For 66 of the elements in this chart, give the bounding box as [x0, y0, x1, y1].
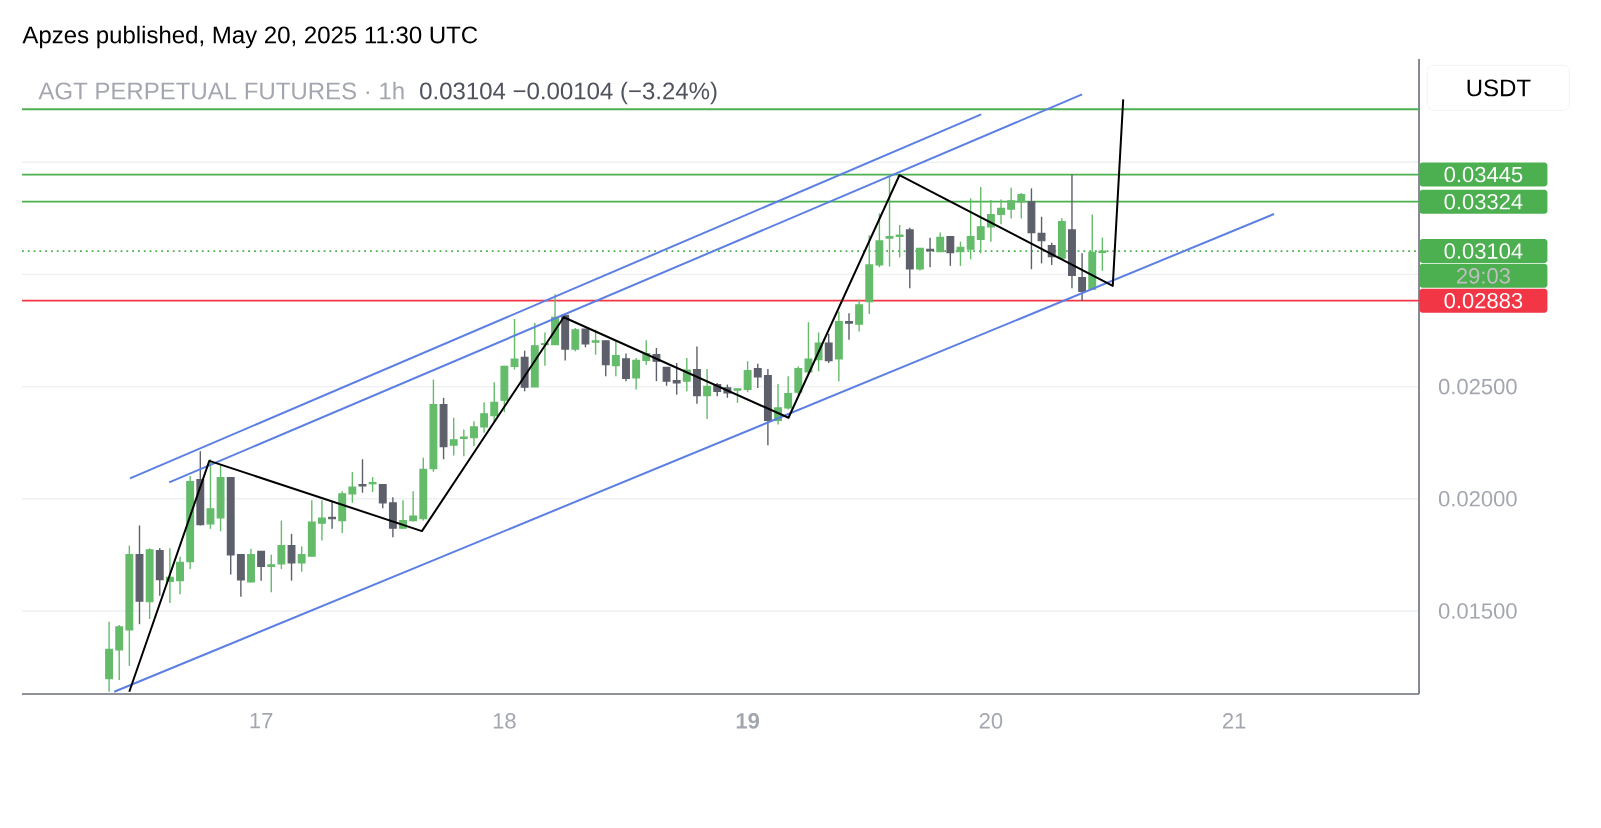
candlestick: [317, 499, 326, 542]
candlestick: [662, 366, 671, 387]
candlestick: [936, 231, 945, 253]
candlestick: [915, 247, 924, 272]
candlestick: [378, 483, 387, 509]
candlestick: [176, 555, 184, 595]
candlestick: [1007, 187, 1016, 220]
text: 0.03104 −0.00104 (−3.24%): [420, 81, 717, 105]
y-tick-label: 0.02000: [1438, 491, 1517, 507]
candlestick: [672, 362, 681, 396]
candlestick: [409, 490, 418, 523]
candlestick: [257, 550, 266, 582]
candlestick: [956, 240, 965, 267]
candlestick: [449, 417, 458, 457]
candlestick: [784, 375, 793, 411]
x-tick-label: 19: [736, 713, 760, 729]
candlestick: [997, 198, 1005, 225]
text: Apzes published, May 20, 2025 11:30 UTC: [22, 25, 478, 49]
candlestick: [895, 224, 904, 259]
candlestick: [611, 340, 620, 377]
candlestick: [855, 299, 864, 333]
candlestick: [632, 357, 641, 391]
candlestick: [976, 186, 985, 254]
candlestick: [804, 321, 813, 374]
x-tick-label: 21: [1223, 713, 1246, 729]
candlestick: [267, 554, 276, 594]
candlestick: [206, 458, 215, 530]
candlestick: [571, 327, 580, 353]
candlestick: [966, 197, 975, 261]
y-axis-title: USDT: [1467, 79, 1531, 97]
candlestick: [1017, 192, 1026, 220]
candlestick: [480, 401, 489, 434]
candlestick: [845, 312, 853, 341]
ref-line-label: 0.02883: [1444, 292, 1523, 309]
candlestick: [946, 235, 955, 267]
candlestick: [510, 318, 519, 371]
candlestick: [1098, 236, 1107, 272]
y-tick-label: 0.01500: [1438, 603, 1517, 619]
candlestick: [601, 340, 610, 377]
candlestick: [115, 624, 124, 681]
y-tick-label: 0.02500: [1438, 378, 1517, 395]
text: 29:03: [1456, 268, 1510, 284]
x-tick-label: 18: [493, 713, 516, 729]
ref-line-label: 0.03104: [1444, 243, 1523, 259]
candlestick: [1078, 252, 1087, 302]
candlestick: [824, 333, 833, 364]
candlestick: [358, 458, 367, 494]
ref-line-label: 0.03324: [1444, 193, 1523, 210]
candlestick: [1037, 216, 1046, 265]
text: AGT PERPETUAL FUTURES · 1h: [38, 81, 404, 100]
candlestick: [753, 363, 762, 389]
candlestick: [794, 365, 803, 396]
candlestick: [743, 360, 752, 393]
candlestick: [703, 368, 712, 420]
candlestick: [459, 428, 468, 457]
candlestick: [297, 545, 306, 573]
candlestick: [348, 471, 357, 504]
x-tick-label: 20: [979, 713, 1003, 729]
ref-line-label: 0.03445: [1444, 166, 1523, 183]
candlestick: [277, 519, 286, 570]
candlestick: [622, 352, 630, 382]
candlestick: [885, 175, 894, 268]
x-tick-label: 17: [250, 713, 273, 729]
candlestick: [470, 420, 478, 447]
candlestick: [581, 328, 590, 349]
candlestick: [287, 533, 296, 582]
